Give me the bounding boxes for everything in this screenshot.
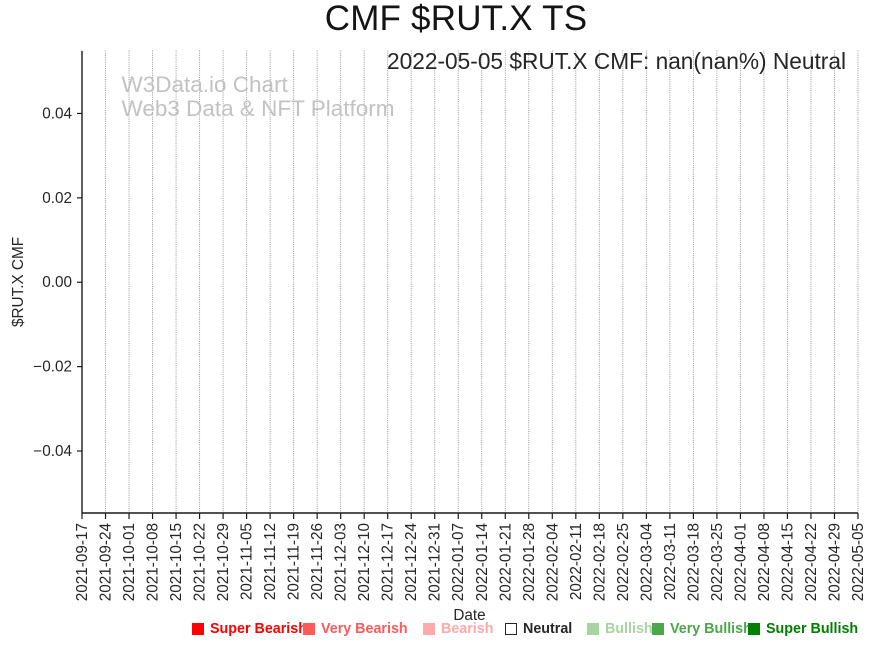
- svg-text:2021-10-01: 2021-10-01: [121, 523, 138, 601]
- svg-text:2022-02-25: 2022-02-25: [615, 523, 632, 601]
- svg-text:2021-10-22: 2021-10-22: [192, 523, 209, 601]
- svg-text:2021-12-24: 2021-12-24: [403, 523, 420, 602]
- svg-text:2022-04-29: 2022-04-29: [826, 523, 843, 601]
- svg-text:−0.04: −0.04: [33, 443, 72, 460]
- svg-text:2021-11-26: 2021-11-26: [309, 523, 326, 600]
- svg-text:2022-03-04: 2022-03-04: [638, 523, 655, 602]
- svg-text:2021-10-15: 2021-10-15: [168, 523, 185, 601]
- svg-text:2021-11-19: 2021-11-19: [286, 523, 303, 600]
- svg-text:2022-04-22: 2022-04-22: [803, 523, 820, 601]
- svg-text:2022-03-25: 2022-03-25: [709, 523, 726, 601]
- svg-text:2021-12-17: 2021-12-17: [380, 523, 397, 601]
- svg-text:2022-02-18: 2022-02-18: [591, 523, 608, 601]
- svg-text:2022-05-05: 2022-05-05: [850, 523, 867, 601]
- svg-text:0.04: 0.04: [42, 105, 72, 122]
- svg-text:2022-04-08: 2022-04-08: [756, 523, 773, 601]
- svg-text:2022-03-18: 2022-03-18: [685, 523, 702, 601]
- svg-text:2022-01-14: 2022-01-14: [474, 523, 491, 602]
- svg-text:2021-12-03: 2021-12-03: [333, 523, 350, 601]
- svg-text:2021-10-08: 2021-10-08: [145, 523, 162, 601]
- svg-text:2021-09-24: 2021-09-24: [98, 523, 115, 602]
- svg-text:2021-12-31: 2021-12-31: [427, 523, 444, 601]
- svg-text:2021-11-12: 2021-11-12: [262, 523, 279, 600]
- svg-text:−0.02: −0.02: [33, 359, 72, 376]
- svg-text:2021-12-10: 2021-12-10: [356, 523, 373, 601]
- svg-text:2022-04-15: 2022-04-15: [779, 523, 796, 601]
- svg-text:2021-10-29: 2021-10-29: [215, 523, 232, 601]
- svg-text:2022-01-07: 2022-01-07: [450, 523, 467, 601]
- svg-text:2022-01-28: 2022-01-28: [521, 523, 538, 601]
- svg-text:2022-02-04: 2022-02-04: [544, 523, 561, 602]
- svg-text:2022-01-21: 2022-01-21: [497, 523, 514, 601]
- svg-text:2022-03-11: 2022-03-11: [662, 523, 679, 600]
- svg-text:2022-04-01: 2022-04-01: [732, 523, 749, 601]
- svg-text:0.02: 0.02: [42, 190, 72, 207]
- svg-text:2021-09-17: 2021-09-17: [74, 523, 91, 601]
- svg-text:0.00: 0.00: [42, 274, 72, 291]
- svg-text:2021-11-05: 2021-11-05: [239, 523, 256, 600]
- svg-text:2022-02-11: 2022-02-11: [568, 523, 585, 600]
